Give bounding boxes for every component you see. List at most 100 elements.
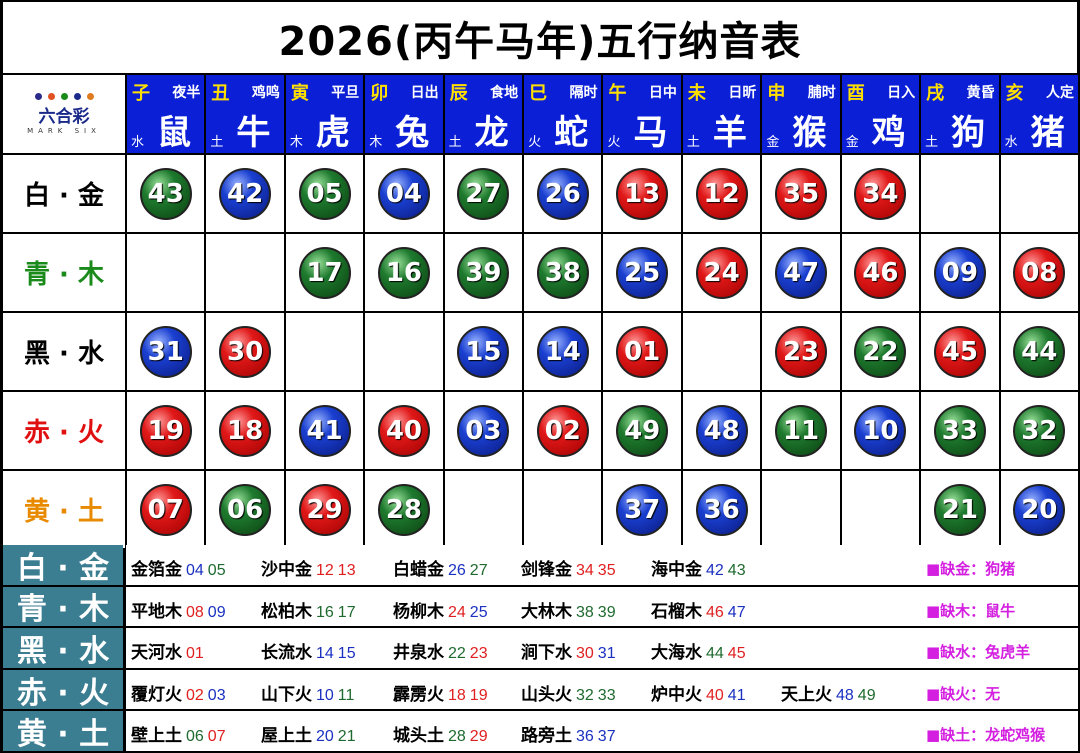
zodiac-time: 平旦 <box>331 85 360 101</box>
zodiac-branch: 未 <box>687 83 706 104</box>
number-ball: 21 <box>933 483 986 536</box>
nayin-item: 城头土 28 29 <box>393 721 488 746</box>
zodiac-branch: 子 <box>132 83 150 104</box>
nayin-number: 37 <box>597 728 616 746</box>
nayin-row-label: 青 · 木 <box>3 586 123 627</box>
nayin-name: 城头土 <box>393 726 444 747</box>
nayin-item: 路旁土 36 37 <box>521 721 616 746</box>
grid-cell <box>921 155 999 232</box>
nayin-row-content: 平地木 08 09 松柏木 16 17 杨柳木 24 25 大林木 38 39 石榴木 46 47 ■缺木：鼠… <box>126 586 1078 627</box>
grid-cell: 04 <box>365 155 443 232</box>
zodiac-time: 日入 <box>887 85 916 101</box>
zodiac-animal: 猴 <box>792 113 827 153</box>
zodiac-animal: 牛 <box>236 113 271 153</box>
nayin-number: 03 <box>207 686 226 704</box>
nayin-item: 壁上土 06 07 <box>131 721 226 746</box>
number-ball: 09 <box>933 246 986 299</box>
grid-cell: 46 <box>841 234 920 311</box>
nayin-row-content: 金箔金 04 05 沙中金 12 13 白蜡金 26 27 剑锋金 34 35 海中金 42 43 ■缺金：狗… <box>126 545 1078 585</box>
number-ball: 34 <box>854 167 907 220</box>
zodiac-time: 夜半 <box>172 85 201 101</box>
number-ball: 16 <box>377 246 430 299</box>
nayin-number: 11 <box>337 686 355 704</box>
nayin-table: 白 · 金金箔金 04 05 沙中金 12 13 白蜡金 26 27 剑锋金 34 35 海中金 42 43… <box>0 545 1080 753</box>
logo: 六合彩 MARK SIX <box>3 75 125 153</box>
number-ball: 31 <box>139 325 192 378</box>
zodiac-header: 子 夜半鼠水 <box>127 75 205 153</box>
logo-text: 六合彩 <box>38 107 90 127</box>
grid-cell <box>524 471 602 548</box>
nayin-number: 41 <box>727 686 746 704</box>
grid-cell: 09 <box>921 234 999 311</box>
grid-cell: 37 <box>603 471 681 548</box>
grid-cell: 33 <box>921 392 999 469</box>
grid-cell: 01 <box>603 313 681 390</box>
nayin-number: 36 <box>576 728 594 746</box>
zodiac-header: 丑 鸡鸣牛土 <box>206 75 284 153</box>
number-ball: 12 <box>695 167 748 220</box>
zodiac-element: 金 <box>845 135 859 150</box>
nayin-number: 22 <box>448 645 466 663</box>
nayin-number: 02 <box>186 686 204 704</box>
grid-cell: 17 <box>285 234 364 311</box>
grid-cell <box>444 471 523 548</box>
number-ball: 10 <box>854 404 907 457</box>
zodiac-branch: 午 <box>608 83 627 104</box>
nayin-number: 38 <box>576 603 594 621</box>
zodiac-header: 巳 隔时蛇火 <box>524 75 602 153</box>
grid-cell: 02 <box>524 392 602 469</box>
zodiac-animal: 羊 <box>712 113 747 153</box>
number-ball: 49 <box>616 404 669 457</box>
page-title: 2026(丙午马年)五行纳音表 <box>3 2 1077 73</box>
nayin-row: 赤 · 火覆灯火 02 03 山下火 10 11 霹雳火 18 19 山头火 32 33 炉中火 40 41… <box>0 669 1080 712</box>
grid-cell: 48 <box>682 392 761 469</box>
nayin-name: 炉中火 <box>651 684 702 705</box>
grid-cell: 38 <box>524 234 602 311</box>
zodiac-animal: 兔 <box>395 113 430 153</box>
zodiac-header: 酉 日入鸡金 <box>841 75 920 153</box>
logo-dot <box>86 93 94 100</box>
grid-cell: 45 <box>921 313 999 390</box>
number-ball: 30 <box>219 325 272 378</box>
nayin-item: 平地木 08 09 <box>131 597 226 622</box>
grid-cell: 40 <box>365 392 443 469</box>
grid-cell: 05 <box>285 155 364 232</box>
zodiac-animal: 虎 <box>315 113 350 153</box>
number-ball: 28 <box>377 483 430 536</box>
nayin-name: 大林木 <box>521 601 572 622</box>
number-ball: 42 <box>219 167 272 220</box>
zodiac-branch: 卯 <box>370 83 389 104</box>
zodiac-branch: 寅 <box>290 83 309 104</box>
nayin-number: 17 <box>337 603 356 621</box>
grid-cell: 35 <box>762 155 840 232</box>
grid-cell: 20 <box>1000 471 1078 548</box>
number-ball: 04 <box>377 167 430 220</box>
logo-dot <box>60 93 68 100</box>
nayin-item: 石榴木 46 47 <box>651 597 746 622</box>
zodiac-element: 木 <box>289 135 303 150</box>
grid-cell: 21 <box>921 471 999 548</box>
number-ball: 15 <box>457 325 510 378</box>
nayin-number: 07 <box>207 728 226 746</box>
nayin-item: 松柏木 16 17 <box>261 597 356 622</box>
number-ball: 38 <box>536 246 589 299</box>
zodiac-header: 辰 食地龙土 <box>444 75 523 153</box>
zodiac-animal: 龙 <box>474 113 509 153</box>
nayin-number: 09 <box>207 603 226 621</box>
nayin-number: 28 <box>448 728 466 746</box>
zodiac-element: 火 <box>607 135 621 150</box>
number-ball: 03 <box>457 404 510 457</box>
zodiac-time: 食地 <box>490 85 519 101</box>
grid-cell: 28 <box>365 471 443 548</box>
number-ball: 41 <box>298 404 351 457</box>
nayin-name: 海中金 <box>651 560 702 580</box>
number-ball: 05 <box>298 167 351 220</box>
zodiac-element: 木 <box>369 135 383 150</box>
nayin-number: 19 <box>469 686 488 704</box>
nayin-row-content: 壁上土 06 07 屋上土 20 21 城头土 28 29 路旁土 36 37 ■缺土：龙蛇鸡猴 <box>126 711 1078 751</box>
zodiac-header: 戌 黄昏狗土 <box>921 75 999 153</box>
nayin-number: 05 <box>207 562 226 579</box>
nayin-name: 屋上土 <box>261 726 312 747</box>
zodiac-branch: 申 <box>767 83 786 104</box>
number-ball: 43 <box>139 167 192 220</box>
